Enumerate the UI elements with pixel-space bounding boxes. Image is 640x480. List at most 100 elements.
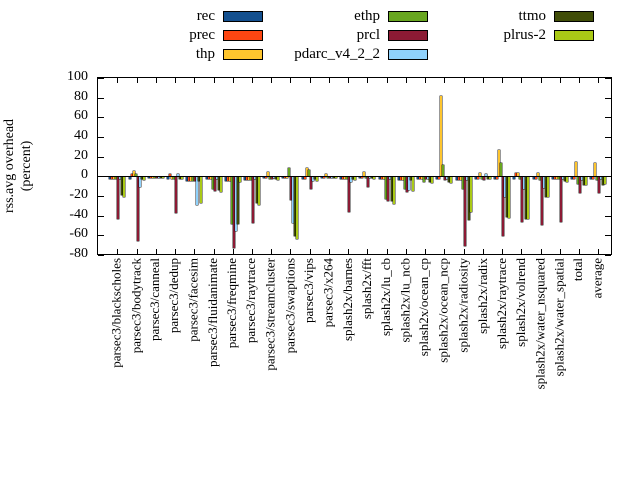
legend-swatch-pdarc_v4_2_2 [388,49,428,60]
bar-thp [594,162,597,177]
bar-ttmo [179,177,182,180]
bar-plrus-2 [373,177,376,180]
bar-prcl [540,177,543,225]
x-tick [540,249,542,254]
bar-pdarc_v4_2_2 [369,177,372,179]
bar-ethp [557,177,560,180]
y-tick [605,137,611,138]
bar-ethp [577,177,580,185]
bar-rec [590,177,593,180]
bar-rec [109,177,112,180]
x-tick-label: splash2x/ocean_cp [416,258,432,357]
y-tick [605,117,611,119]
bar-prcl [155,177,158,179]
bar-ttmo [506,177,509,217]
bar-rec [532,177,535,180]
x-tick [348,249,350,254]
y-tick [98,196,104,197]
bar-prcl [290,177,293,200]
y-tick-label: -80 [69,246,88,261]
x-tick [559,78,561,83]
bar-ethp [480,177,483,180]
legend-entry-plrus-2: plrus-2 [386,28,594,43]
zero-axis-line [98,176,611,178]
bar-rec [571,177,574,180]
bar-ethp [461,177,464,190]
legend-entry-prec: prec [55,28,263,43]
bar-thp [536,173,539,177]
bar-thp [478,173,481,177]
legend-swatch-plrus-2 [554,30,594,41]
bar-plrus-2 [431,177,434,184]
bar-ttmo [525,177,528,219]
y-tick [98,97,104,99]
bar-pdarc_v4_2_2 [581,177,584,181]
bar-thp [113,177,116,180]
bar-ttmo [140,177,143,180]
y-tick-label: 40 [74,128,88,143]
bar-thp [575,161,578,177]
x-tick [405,249,407,254]
bar-plrus-2 [604,177,607,185]
bar-plrus-2 [565,177,568,183]
x-tick [425,249,427,254]
bar-plrus-2 [450,177,453,184]
bar-rec [455,177,458,181]
legend-entry-pdarc_v4_2_2: pdarc_v4_2_2 [220,47,428,62]
bar-prcl [251,177,254,223]
bar-ethp [538,177,541,181]
bar-ethp [346,177,349,180]
bar-plrus-2 [354,177,357,181]
bar-pdarc_v4_2_2 [407,177,410,191]
bar-plrus-2 [296,177,299,240]
x-tick [213,249,215,254]
x-tick [444,249,446,254]
bar-thp [209,177,212,180]
bar-rec [340,177,343,180]
bar-ttmo [429,177,432,183]
bar-prec [265,177,268,179]
bar-ttmo [159,177,162,179]
y-tick [605,235,611,237]
bar-plrus-2 [315,177,318,182]
bar-prcl [328,177,331,179]
bar-rec [474,177,477,180]
x-tick [271,249,273,254]
x-tick [194,78,196,83]
legend-swatch-ethp [388,11,428,22]
bar-ttmo [352,177,355,180]
x-tick-label: splash2x/radiosity [455,258,471,353]
bar-prec [188,177,191,182]
bar-pdarc_v4_2_2 [523,177,526,190]
x-tick-label: total [570,258,586,282]
x-tick-label: splash2x/raytrace [493,258,509,349]
bar-plrus-2 [546,177,549,197]
bar-thp [517,173,520,177]
x-tick [309,78,311,83]
bar-ethp [269,177,272,180]
y-tick [98,176,104,178]
bar-ethp [307,170,310,177]
x-tick [136,78,138,83]
x-tick [136,249,138,254]
legend-label: ttmo [518,8,546,24]
x-tick [579,249,581,254]
bar-thp [401,177,404,181]
bar-pdarc_v4_2_2 [292,177,295,223]
bar-rec [243,177,246,181]
bar-plrus-2 [200,177,203,203]
bar-pdarc_v4_2_2 [561,177,564,180]
bar-ttmo [371,177,374,179]
bar-rec [320,177,323,179]
bar-rec [128,177,131,180]
x-tick-label: splash2x/fft [358,258,374,320]
legend-label: prec [189,27,215,43]
bar-thp [228,177,231,182]
bar-rec [301,177,304,180]
x-tick-label: parsec3/facesim [185,258,201,342]
bar-prcl [271,177,274,180]
bar-prec [169,174,172,177]
y-tick [98,255,104,256]
x-tick [598,249,600,254]
x-tick-label: splash2x/lu_cb [378,258,394,336]
